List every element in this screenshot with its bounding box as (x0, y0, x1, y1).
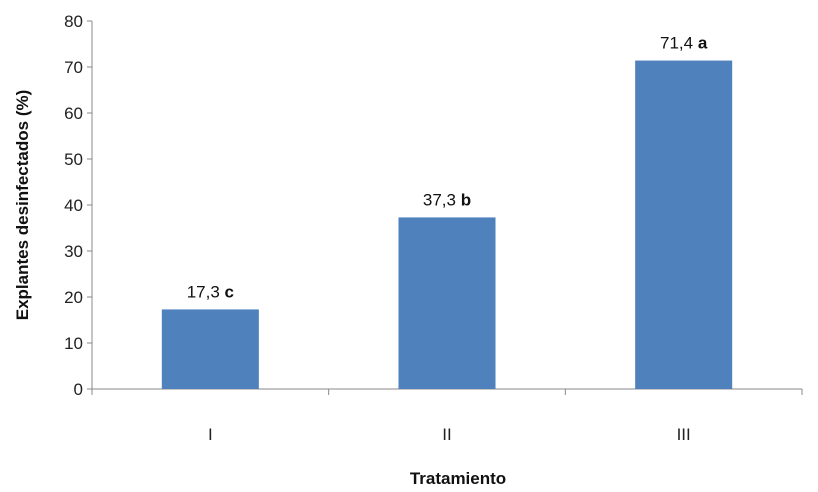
x-axis-title: Tratamiento (410, 469, 506, 488)
x-tick-label: III (677, 425, 691, 444)
y-tick-label: 70 (64, 58, 83, 77)
bar-I (161, 309, 259, 389)
significance-letter: c (225, 282, 234, 301)
y-tick-label: 50 (64, 150, 83, 169)
y-tick-label: 60 (64, 104, 83, 123)
y-tick-label: 80 (64, 12, 83, 31)
significance-letter: b (461, 190, 471, 209)
y-tick-label: 40 (64, 196, 83, 215)
y-axis-title: Explantes desinfectados (%) (13, 90, 32, 321)
bars (161, 60, 733, 390)
x-axis: I II III (91, 388, 803, 444)
data-label: 17,3 c (187, 282, 234, 301)
significance-letter: a (698, 34, 708, 53)
data-label-value: 71,4 (660, 34, 698, 53)
y-axis: 0 10 20 30 40 50 60 70 80 (64, 12, 93, 399)
x-tick-label: I (208, 425, 213, 444)
y-tick-label: 20 (64, 288, 83, 307)
y-tick-label: 10 (64, 334, 83, 353)
data-label-value: 17,3 (187, 282, 225, 301)
y-tick-label: 0 (74, 380, 83, 399)
x-tick-label: II (442, 425, 451, 444)
data-label: 37,3 b (423, 190, 471, 209)
data-label: 71,4 a (660, 34, 708, 53)
bar-II (398, 217, 496, 389)
bar-III (635, 60, 733, 390)
data-label-value: 37,3 (423, 190, 461, 209)
data-labels: 17,3 c 37,3 b 71,4 a (187, 34, 708, 302)
y-tick-label: 30 (64, 242, 83, 261)
